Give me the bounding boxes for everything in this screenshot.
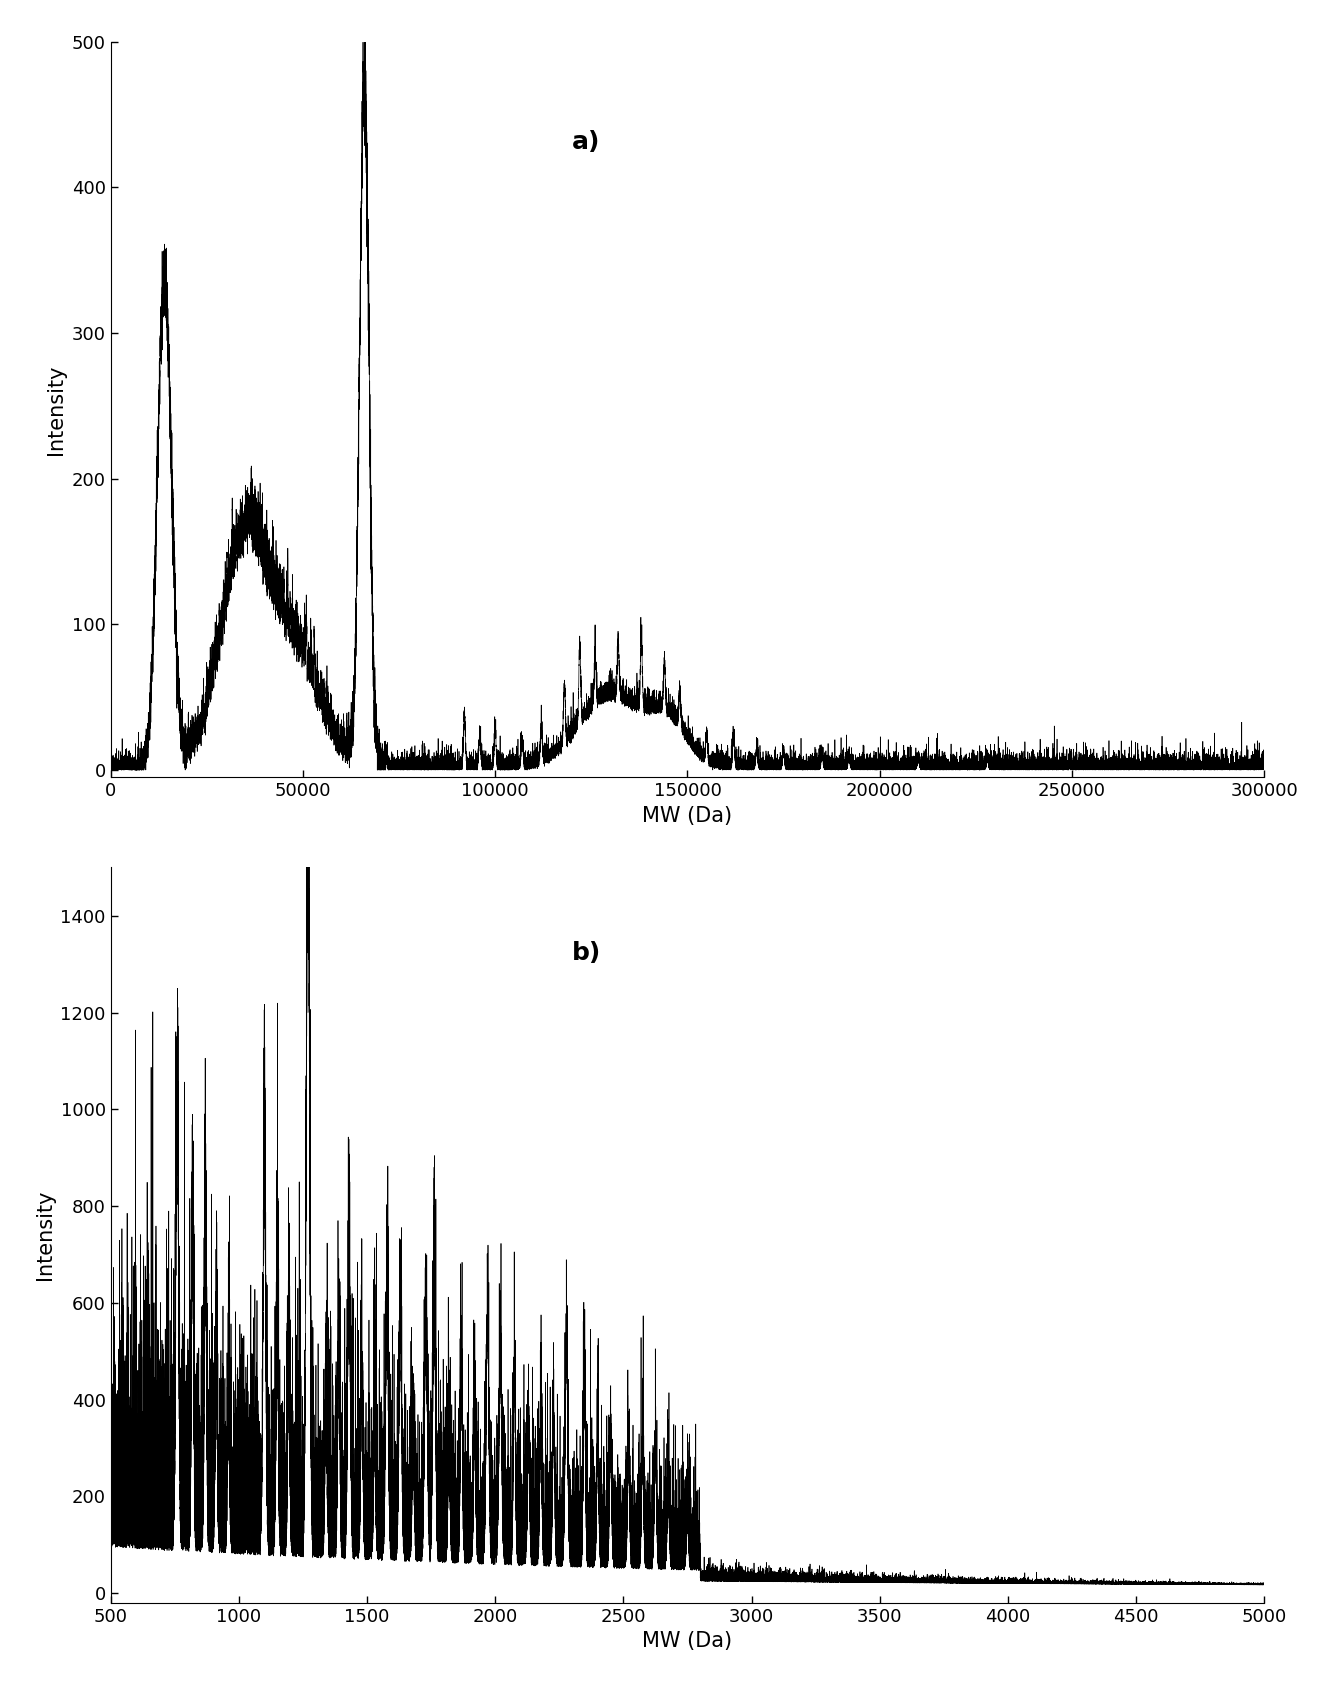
Y-axis label: Intensity: Intensity	[47, 364, 67, 455]
X-axis label: MW (Da): MW (Da)	[643, 806, 733, 826]
Text: a): a)	[572, 130, 600, 153]
Text: b): b)	[572, 941, 601, 964]
Y-axis label: Intensity: Intensity	[35, 1190, 55, 1280]
X-axis label: MW (Da): MW (Da)	[643, 1632, 733, 1651]
